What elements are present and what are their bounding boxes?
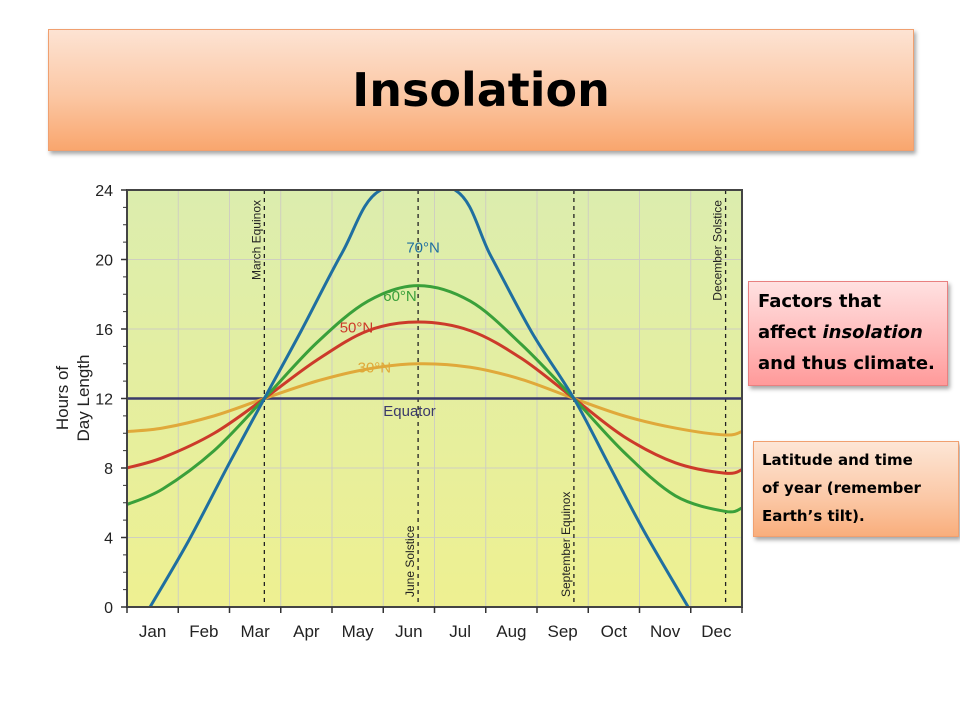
series-label: 60°N [383, 288, 417, 305]
slide-title: Insolation [352, 63, 610, 117]
note1-line2-italic: insolation [822, 322, 923, 343]
y-axis-label-line1: Hours of [53, 366, 72, 431]
title-box: Insolation [48, 29, 914, 151]
y-axis: 0 4 8 12 16 20 24 [95, 183, 127, 617]
day-length-chart: March Equinox June Solstice September Equi… [53, 183, 743, 641]
y-tick-label: 16 [95, 322, 113, 339]
y-tick-label: 12 [95, 392, 113, 409]
series-line-30n [127, 362, 742, 437]
x-tick-label: Dec [701, 622, 732, 641]
marker-label: September Equinox [559, 492, 573, 597]
x-tick-label: Mar [240, 622, 270, 641]
y-tick-label: 24 [95, 183, 113, 200]
series-label: 50°N [340, 319, 374, 336]
x-tick-label: Apr [293, 622, 320, 641]
note1-line2: affect insolation [758, 317, 947, 348]
x-tick-label: Jul [449, 622, 471, 641]
series-line-50n [127, 320, 742, 475]
note2-line1: Latitude and time [762, 451, 913, 469]
x-tick-label: Sep [548, 622, 578, 641]
x-tick-label: Oct [601, 622, 628, 641]
series-label: Equator [383, 403, 436, 420]
y-tick-label: 0 [104, 600, 113, 617]
note1-line2-prefix: affect [758, 322, 823, 343]
x-tick-label: Jan [139, 622, 166, 641]
series-line-60n [127, 284, 742, 514]
marker-label: June Solstice [403, 525, 417, 597]
factors-note: Factors that affect insolation and thus … [748, 281, 948, 386]
marker-label: March Equinox [249, 200, 263, 280]
x-tick-label: Aug [496, 622, 526, 641]
y-tick-label: 20 [95, 253, 113, 270]
y-tick-label: 4 [104, 531, 113, 548]
x-tick-label: Nov [650, 622, 681, 641]
series-label: 30°N [358, 359, 392, 376]
note2-line3: Earth’s tilt). [762, 507, 865, 525]
series-labels: Equator 30°N 50°N 60°N 70°N [340, 240, 440, 420]
series-lines [127, 190, 742, 607]
x-tick-label: Feb [189, 622, 218, 641]
series-line-70n [148, 190, 690, 607]
x-tick-label: May [342, 622, 375, 641]
marker-label: December Solstice [711, 200, 725, 301]
x-tick-label: Jun [395, 622, 422, 641]
latitude-note: Latitude and time of year (remember Eart… [753, 441, 959, 537]
x-axis: Jan Feb Mar Apr May Jun Jul Aug Sep Oct Nov Dec [126, 607, 743, 641]
y-axis-label-line2: Day Length [74, 355, 93, 442]
y-tick-label: 8 [104, 461, 113, 478]
series-label: 70°N [406, 240, 440, 257]
note2-line2: of year (remember [762, 479, 921, 497]
note1-line3: and thus climate. [758, 353, 935, 374]
note1-line1: Factors that [758, 291, 882, 312]
